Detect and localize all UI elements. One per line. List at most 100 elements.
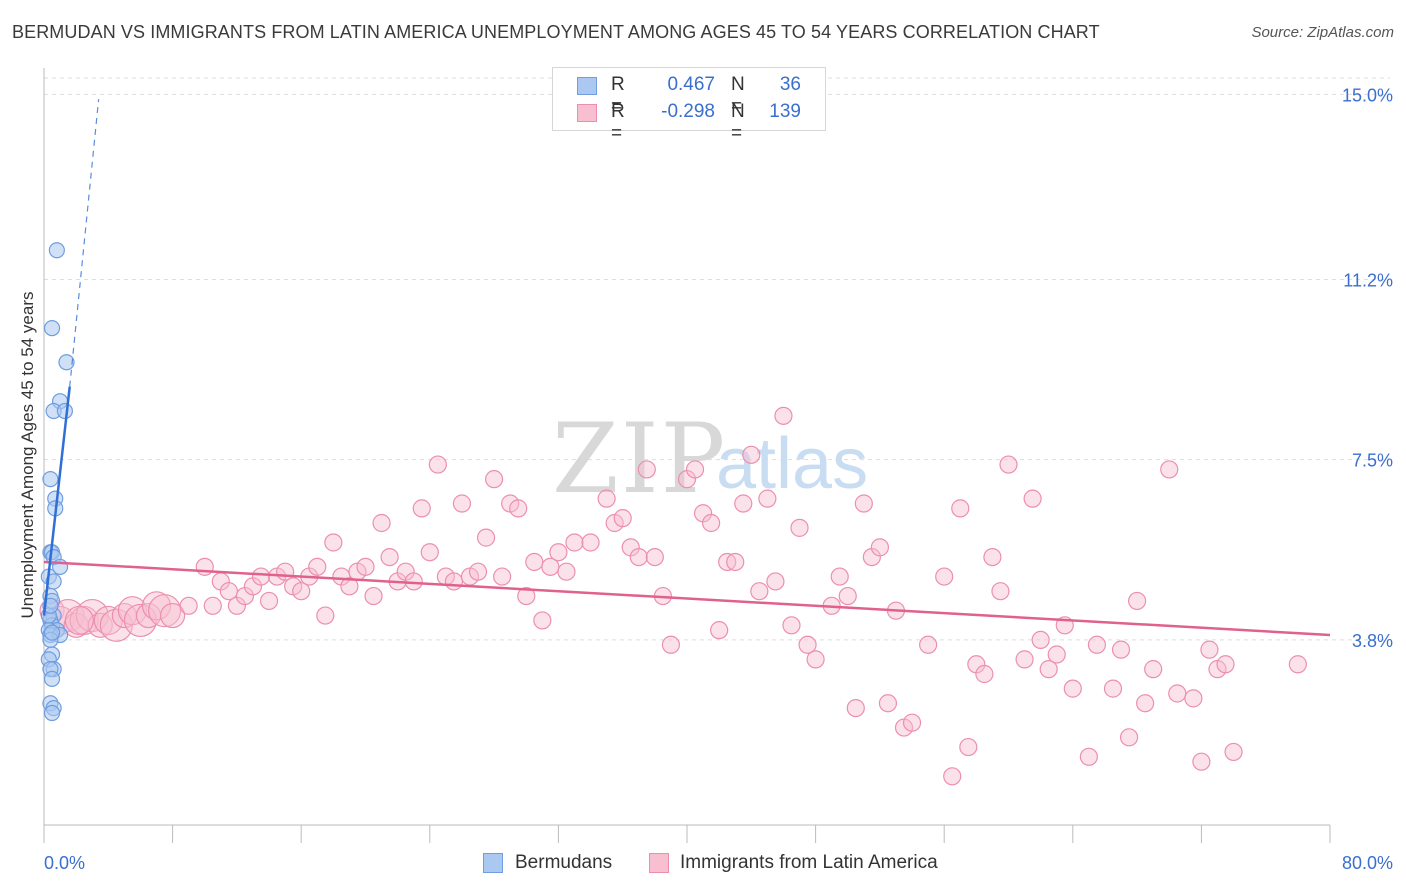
correlation-legend: R = 0.467 N = 36 R = -0.298 N = 139 <box>552 67 826 144</box>
immigrants-point <box>1031 630 1050 650</box>
immigrants-point <box>64 605 94 636</box>
bermudans-point <box>58 354 75 371</box>
legend-label-bermudans: Bermudans <box>515 852 613 873</box>
bermudans-point <box>45 573 62 590</box>
immigrants-point <box>846 698 865 718</box>
immigrants-point <box>364 586 383 606</box>
immigrants-point <box>1216 655 1235 674</box>
immigrants-point <box>806 650 825 669</box>
immigrants-point <box>991 582 1010 601</box>
immigrants-point <box>710 621 729 640</box>
immigrants-point <box>1288 655 1307 674</box>
immigrants-point <box>1111 640 1131 659</box>
x-tick-label-max: 80.0% <box>1342 853 1393 873</box>
immigrants-point <box>203 596 222 615</box>
immigrants-point <box>444 572 464 591</box>
immigrants-point <box>1015 650 1034 669</box>
immigrants-point <box>975 664 994 684</box>
r-label: R = <box>611 74 625 117</box>
immigrants-point <box>340 577 359 596</box>
immigrants-point <box>830 567 849 586</box>
immigrants-point <box>1119 728 1139 747</box>
immigrants-point <box>493 567 512 586</box>
immigrants-point <box>525 552 544 572</box>
y-tick-label: 3.8% <box>1352 631 1393 651</box>
immigrants-point <box>790 518 809 537</box>
immigrants-point <box>117 596 148 626</box>
immigrants-swatch <box>577 104 597 122</box>
immigrants-point <box>308 557 327 576</box>
immigrants-point <box>983 547 1002 567</box>
immigrants-point <box>292 582 311 601</box>
immigrants-point <box>1103 679 1123 698</box>
immigrants-point <box>685 460 705 479</box>
y-tick-label: 15.0% <box>1342 85 1393 105</box>
bermudans-point <box>43 320 61 337</box>
immigrants-point <box>1192 752 1211 771</box>
immigrants-point <box>943 767 962 786</box>
source-label: Source: ZipAtlas.com <box>1251 24 1394 41</box>
immigrants-point <box>766 572 785 591</box>
bermudans-legend-swatch <box>483 853 503 873</box>
immigrants-point <box>452 494 472 513</box>
immigrants-point <box>485 470 504 489</box>
immigrants-point <box>661 635 681 654</box>
r-value: -0.298 <box>661 101 715 122</box>
immigrants-point <box>509 499 528 518</box>
immigrants-legend-swatch <box>649 853 669 873</box>
immigrants-point <box>1160 460 1179 479</box>
bermudans-point <box>42 471 59 488</box>
immigrants-point <box>870 538 890 557</box>
bermudans-point <box>48 242 65 259</box>
immigrants-point <box>645 547 664 567</box>
immigrants-point <box>919 635 938 654</box>
immigrants-point <box>1063 679 1082 698</box>
n-value: 139 <box>769 101 801 122</box>
immigrants-point <box>1047 645 1066 664</box>
immigrants-point <box>1087 635 1107 654</box>
immigrants-point <box>798 635 817 654</box>
immigrants-point <box>1184 689 1203 708</box>
bermudans-point <box>56 402 73 420</box>
immigrants-point <box>959 737 978 757</box>
immigrants-point <box>613 509 632 528</box>
immigrants-point <box>141 591 172 621</box>
n-label: N = <box>731 101 745 144</box>
immigrants-point <box>637 460 656 479</box>
immigrants-point <box>372 513 391 533</box>
immigrants-point <box>1079 747 1098 766</box>
immigrants-point <box>1224 742 1243 762</box>
trend-lines <box>42 99 1331 637</box>
immigrants-point <box>549 543 568 562</box>
immigrants-point <box>597 489 616 508</box>
immigrants-point <box>758 489 777 508</box>
immigrants-point <box>428 455 447 474</box>
immigrants-latin-america-points <box>39 406 1307 786</box>
immigrants-point <box>750 582 769 601</box>
n-value: 36 <box>779 74 801 95</box>
watermark-zip: ZIP <box>552 403 727 515</box>
r-label: R = <box>611 101 625 144</box>
immigrants-point <box>878 694 898 713</box>
immigrants-point <box>412 499 431 518</box>
legend-label-immigrants: Immigrants from Latin America <box>680 852 938 873</box>
immigrants-point <box>380 547 399 567</box>
bermudans-point <box>43 704 61 722</box>
y-tick-label: 11.2% <box>1343 270 1393 290</box>
immigrants-point <box>179 596 198 615</box>
immigrants-point <box>147 594 182 628</box>
immigrants-point <box>581 533 600 552</box>
bermudans-point <box>43 624 61 641</box>
immigrants-trend-line <box>43 560 1331 637</box>
r-value: 0.467 <box>667 74 715 95</box>
immigrants-point <box>742 445 761 464</box>
immigrants-point <box>1039 660 1058 679</box>
watermark-atlas: atlas <box>716 424 868 504</box>
immigrants-point <box>533 611 552 630</box>
immigrants-point <box>259 591 279 611</box>
immigrants-point <box>324 533 343 552</box>
immigrants-point <box>1200 640 1219 659</box>
bermudans-point <box>43 670 61 687</box>
